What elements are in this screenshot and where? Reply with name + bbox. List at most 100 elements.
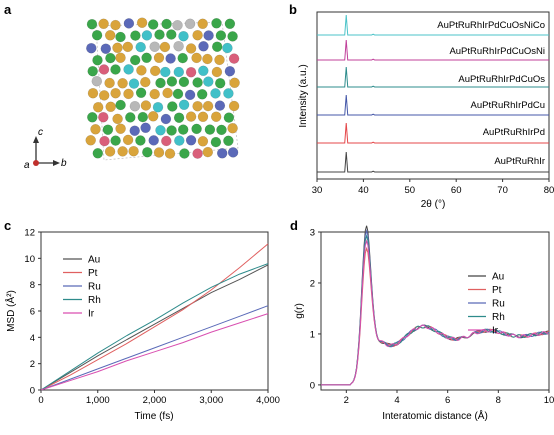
xrd-series-line (317, 122, 549, 144)
atom (166, 76, 178, 87)
atom (161, 135, 172, 147)
rdf-legend-label: Ru (492, 299, 505, 310)
atom (211, 18, 222, 29)
msd-series-line (40, 313, 269, 391)
atom (140, 76, 151, 88)
atom (92, 148, 104, 159)
msd-ytick-label: 2 (30, 359, 35, 370)
atom (222, 42, 233, 54)
msd-xtick-label: 0 (38, 395, 43, 406)
xrd-plot: AuPtRuRhIr AuPtRuRhIrPd AuPtRuRhIrPdCu AuPt… (298, 11, 554, 210)
atom (216, 124, 227, 136)
xrd-series-label: AuPtRuRhIr (494, 156, 545, 167)
atom (165, 53, 176, 64)
atom (152, 101, 164, 113)
atom (161, 18, 172, 30)
rdf-legend-label: Rh (492, 312, 505, 323)
atom (172, 20, 183, 31)
xrd-series-line (317, 14, 549, 36)
msd-plot: 0 1,000 2,000 3,000 4,000 0 2 4 6 8 10 12 Au Pt Ru Rh… (4, 228, 280, 423)
msd-frame (40, 231, 269, 391)
atom (184, 89, 196, 101)
atom (215, 30, 227, 41)
atom (185, 66, 197, 78)
atom (210, 111, 222, 122)
atom (202, 100, 214, 112)
atom (166, 125, 177, 136)
atom (129, 100, 141, 112)
atom (87, 87, 99, 99)
msd-ytick-label: 6 (30, 307, 35, 318)
atom (214, 100, 226, 111)
axis-c-label: c (38, 127, 43, 138)
atom (192, 100, 203, 112)
atom (102, 124, 114, 135)
atom (192, 77, 203, 88)
msd-ytick-label: 0 (30, 386, 35, 397)
msd-series-line (40, 305, 269, 391)
crystal-structure (85, 17, 240, 161)
rdf-ytick-label: 2 (310, 278, 315, 289)
atom (140, 122, 151, 134)
atom (159, 41, 171, 53)
atom (203, 76, 214, 87)
xrd-series-line (317, 94, 549, 116)
rdf-frame (320, 231, 550, 391)
atom (191, 123, 202, 135)
atom (123, 18, 135, 29)
xrd-xtick-label: 30 (312, 185, 323, 196)
atom (160, 113, 172, 125)
atom (125, 112, 136, 123)
atom (196, 89, 208, 100)
atom (203, 30, 214, 41)
atom (104, 30, 116, 41)
atom (177, 52, 188, 64)
atom (136, 65, 147, 76)
msd-series-line (40, 263, 269, 391)
atom (197, 136, 209, 147)
atom (86, 19, 98, 30)
atom (91, 30, 103, 41)
xrd-series-line (317, 66, 549, 88)
xrd-xtick-label: 70 (497, 185, 508, 196)
atom (197, 18, 208, 29)
panel-label-b: b (289, 2, 297, 17)
rdf-xtick-label: 6 (445, 395, 450, 406)
atom (98, 18, 109, 29)
msd-legend-label: Au (88, 255, 100, 266)
atom (136, 17, 148, 28)
atom (223, 88, 234, 99)
atom (174, 135, 185, 146)
atom (115, 31, 126, 43)
atom (228, 53, 240, 64)
atom (210, 136, 222, 148)
rdf-xlabel: Interatomic distance (Å) (382, 409, 488, 422)
axis-triad: c a b (24, 127, 67, 171)
msd-xtick-label: 3,000 (199, 395, 223, 406)
atom (178, 76, 190, 88)
atom (87, 112, 98, 123)
atom (104, 77, 115, 89)
atom (123, 64, 134, 75)
atom (214, 77, 226, 89)
atom (149, 65, 161, 77)
atom (185, 43, 197, 54)
atom (105, 101, 116, 113)
msd-ytick-label: 4 (30, 333, 35, 344)
rdf-ylabel: g(r) (294, 303, 305, 319)
panel-label-d: d (290, 218, 298, 233)
atom (191, 52, 202, 64)
panel-label-c: c (4, 218, 11, 233)
rdf-series-line (321, 246, 550, 386)
atom (115, 99, 126, 111)
atom (128, 78, 140, 89)
atom (167, 101, 178, 112)
atom (210, 88, 221, 99)
axis-a-label: a (24, 160, 30, 171)
xrd-xtick-label: 40 (358, 185, 369, 196)
atom (173, 66, 185, 78)
atom (224, 18, 236, 29)
atom (173, 112, 185, 123)
rdf-ytick-label: 0 (310, 380, 315, 391)
